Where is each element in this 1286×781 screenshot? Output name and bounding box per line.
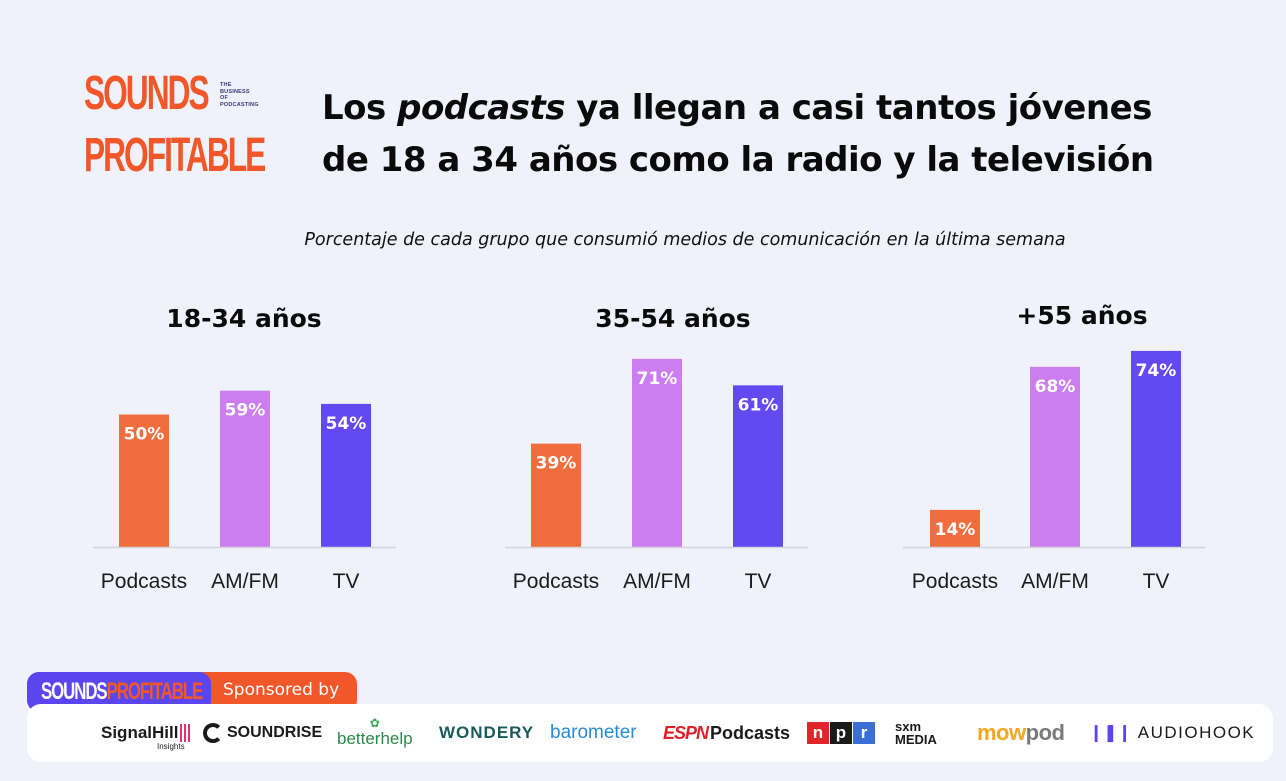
signalhill-logo: SignalHill Insights	[101, 704, 193, 762]
x-tick-label: Podcasts	[101, 570, 187, 593]
x-tick-label: AM/FM	[1021, 570, 1089, 593]
bar-tv	[1131, 350, 1181, 547]
x-tick-label: TV	[745, 570, 772, 593]
sxm-media-logo: sxm MEDIA	[895, 719, 937, 747]
bar-value-label: 59%	[225, 401, 266, 421]
x-tick-label: AM/FM	[623, 570, 691, 593]
x-tick-label: TV	[333, 570, 360, 593]
bar-value-label: 54%	[326, 414, 367, 434]
chart-title: +55 años	[1016, 301, 1147, 330]
x-tick-label: TV	[1143, 570, 1170, 593]
wondery-logo: WONDERY	[439, 723, 535, 742]
bar-value-label: 68%	[1035, 377, 1076, 397]
logo-line1: SOUNDS	[84, 67, 210, 120]
logo-tagline: THE BUSINESS OF PODCASTING	[220, 82, 259, 108]
sponsor-logos-bar: SignalHill Insights SOUNDRISE ✿ betterhe…	[27, 704, 1273, 762]
bar-amfm	[1030, 366, 1080, 547]
mowpod-logo: mow pod	[977, 720, 1065, 745]
x-tick-label: Podcasts	[513, 570, 599, 593]
sound-wave-icon: ❙❚❙	[1089, 723, 1132, 742]
signal-bars-icon	[180, 724, 193, 742]
chart-subtitle: Porcentaje de cada grupo que consumió me…	[304, 230, 1066, 250]
leaf-icon: ✿	[369, 716, 380, 730]
logo-line2: PROFITABLE	[84, 129, 266, 182]
audiohook-logo: ❙❚❙ AUDIOHOOK	[1089, 723, 1256, 742]
bar-podcasts	[930, 509, 980, 547]
bar-charts: 18-34 años 50% Podcasts 59% AM/FM 54% TV 35-54 …	[93, 301, 1206, 593]
bar-value-label: 50%	[124, 425, 165, 445]
barometer-logo: barometer	[550, 722, 637, 743]
bar-podcasts	[119, 414, 169, 547]
chart-title: 35-54 años	[595, 304, 750, 333]
soundrise-logo: SOUNDRISE	[203, 704, 322, 762]
x-tick-label: Podcasts	[912, 570, 998, 593]
bar-value-label: 39%	[536, 454, 577, 474]
soundrise-icon	[203, 723, 223, 743]
bar-value-label: 71%	[637, 369, 678, 389]
bar-podcasts	[531, 443, 581, 547]
bar-amfm	[220, 390, 270, 547]
chart-title: 18-34 años	[166, 304, 321, 333]
bar-tv	[321, 403, 371, 547]
x-tick-label: AM/FM	[211, 570, 279, 593]
espn-podcasts-logo: ESPN Podcasts	[663, 722, 791, 743]
sponsored-by-label: Sponsored by	[223, 680, 340, 700]
page-title: Los podcasts ya llegan a casi tantos jóv…	[322, 88, 1154, 180]
sounds-profitable-logo: SOUNDS PROFITABLE THE BUSINESS OF PODCAS…	[84, 67, 266, 188]
bar-value-label: 74%	[1136, 361, 1177, 381]
betterhelp-logo: ✿ betterhelp	[337, 716, 413, 748]
bar-value-label: 61%	[738, 395, 779, 415]
bar-amfm	[632, 358, 682, 547]
bar-value-label: 14%	[935, 520, 976, 540]
bar-tv	[733, 385, 783, 547]
